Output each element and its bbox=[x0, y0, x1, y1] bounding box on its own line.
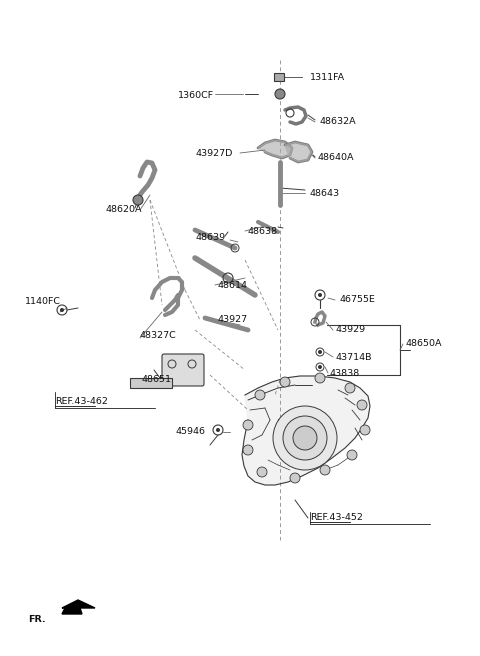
Circle shape bbox=[257, 467, 267, 477]
Text: 48650A: 48650A bbox=[406, 340, 443, 348]
Circle shape bbox=[275, 89, 285, 99]
FancyBboxPatch shape bbox=[162, 354, 204, 386]
Circle shape bbox=[357, 400, 367, 410]
Text: 43929: 43929 bbox=[335, 325, 365, 335]
Text: 48639: 48639 bbox=[195, 234, 225, 243]
Circle shape bbox=[216, 428, 220, 432]
Circle shape bbox=[345, 383, 355, 393]
Polygon shape bbox=[258, 140, 292, 158]
Text: 48327C: 48327C bbox=[140, 331, 177, 340]
Text: 1311FA: 1311FA bbox=[310, 73, 345, 83]
Text: REF.43-452: REF.43-452 bbox=[310, 514, 363, 522]
Circle shape bbox=[133, 195, 143, 205]
Text: 48640A: 48640A bbox=[318, 154, 355, 163]
Circle shape bbox=[60, 308, 64, 312]
Circle shape bbox=[273, 406, 337, 470]
Circle shape bbox=[280, 377, 290, 387]
Circle shape bbox=[360, 425, 370, 435]
Text: 46755E: 46755E bbox=[340, 295, 376, 304]
Circle shape bbox=[318, 365, 322, 369]
Text: 43927: 43927 bbox=[218, 316, 248, 325]
Text: REF.43-462: REF.43-462 bbox=[55, 398, 108, 407]
Text: 1140FC: 1140FC bbox=[25, 298, 61, 306]
Text: 43714B: 43714B bbox=[335, 352, 372, 361]
FancyBboxPatch shape bbox=[130, 378, 172, 388]
Circle shape bbox=[315, 373, 325, 383]
Polygon shape bbox=[242, 376, 370, 485]
Polygon shape bbox=[285, 142, 312, 162]
Text: 48632A: 48632A bbox=[320, 117, 357, 127]
Circle shape bbox=[290, 473, 300, 483]
Circle shape bbox=[293, 426, 317, 450]
Text: 43838: 43838 bbox=[330, 369, 360, 377]
Text: 48614: 48614 bbox=[218, 281, 248, 289]
Circle shape bbox=[243, 420, 253, 430]
FancyBboxPatch shape bbox=[274, 73, 284, 81]
Text: 48643: 48643 bbox=[310, 188, 340, 197]
Text: 43927D: 43927D bbox=[196, 148, 233, 157]
Circle shape bbox=[243, 445, 253, 455]
Text: 45946: 45946 bbox=[175, 428, 205, 436]
Text: 48651: 48651 bbox=[142, 375, 172, 384]
Text: 48620A: 48620A bbox=[106, 205, 143, 215]
Circle shape bbox=[347, 450, 357, 460]
Circle shape bbox=[255, 390, 265, 400]
Circle shape bbox=[318, 350, 322, 354]
Polygon shape bbox=[62, 600, 95, 614]
Circle shape bbox=[318, 293, 322, 297]
Text: 48638: 48638 bbox=[248, 226, 278, 236]
Circle shape bbox=[283, 416, 327, 460]
Text: FR.: FR. bbox=[28, 615, 46, 625]
Circle shape bbox=[320, 465, 330, 475]
Text: 1360CF: 1360CF bbox=[178, 91, 214, 100]
